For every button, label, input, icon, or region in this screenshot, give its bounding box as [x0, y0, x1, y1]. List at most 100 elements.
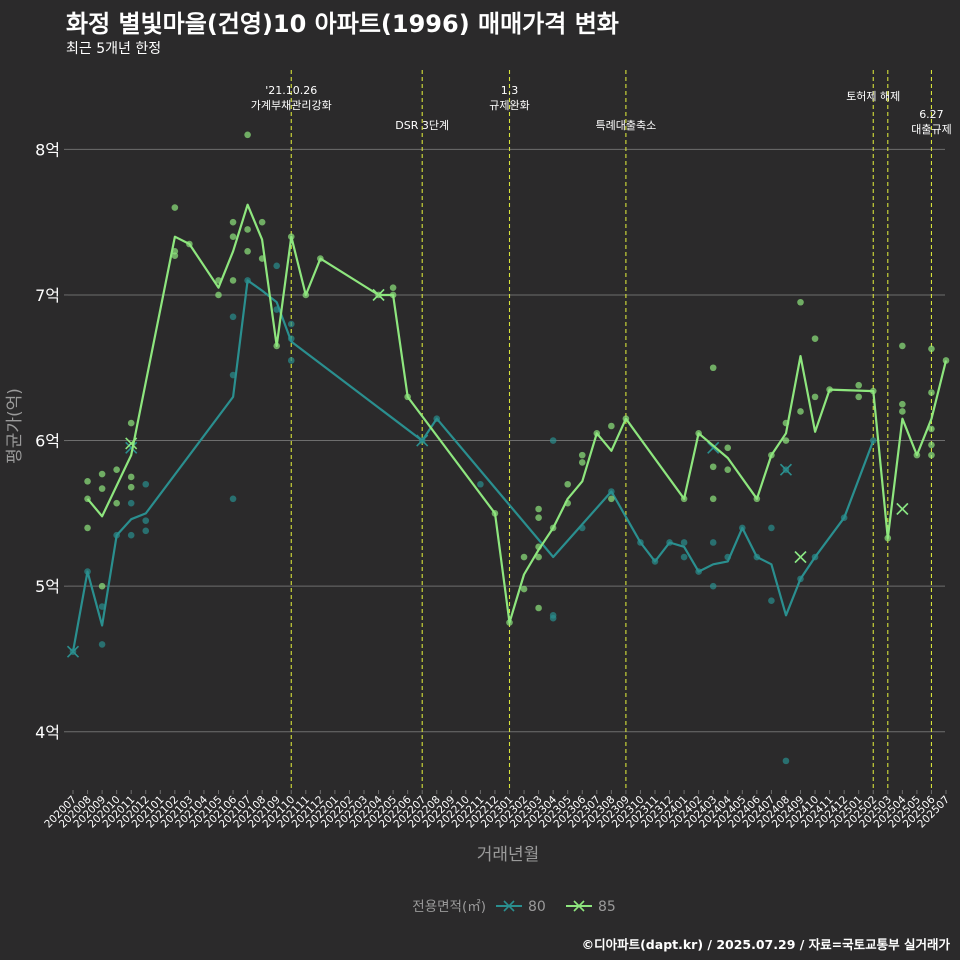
scatter-point-85 — [520, 553, 528, 561]
scatter-point-85 — [171, 204, 179, 211]
event-label: 규제완화 — [489, 99, 529, 112]
scatter-point-80 — [287, 320, 295, 328]
legend-label-80: 80 — [528, 899, 546, 915]
scatter-point-85 — [811, 393, 819, 401]
y-axis-title: 평균가(억) — [5, 388, 25, 464]
scatter-point-85 — [724, 444, 732, 452]
scatter-point-85 — [215, 291, 222, 299]
scatter-point-85 — [782, 437, 790, 444]
scatter-point-85 — [535, 553, 542, 561]
event-label: 6.27 — [919, 108, 944, 121]
scatter-point-85 — [98, 485, 106, 492]
scatter-point-85 — [229, 277, 237, 284]
scatter-point-85 — [244, 247, 251, 255]
scatter-point-80 — [709, 539, 717, 546]
series-line-85 — [86, 203, 948, 624]
x-marker-80 — [707, 441, 720, 454]
scatter-point-85 — [928, 425, 935, 433]
event-label: 대출규제 — [911, 123, 951, 136]
scatter-point-85 — [520, 585, 528, 593]
x-marker-85 — [794, 550, 807, 564]
scatter-point-80 — [142, 517, 150, 524]
y-tick-label: 6억 — [35, 432, 60, 451]
event-label: 1.3 — [501, 84, 519, 97]
event-label: DSR 3단계 — [395, 119, 449, 132]
scatter-point-85 — [928, 441, 935, 449]
scatter-point-85 — [578, 459, 586, 466]
scatter-point-85 — [244, 226, 251, 233]
legend-label-85: 85 — [598, 899, 616, 915]
scatter-point-80 — [549, 614, 557, 622]
scatter-point-85 — [258, 218, 266, 226]
legend-marker-80 — [503, 900, 515, 912]
scatter-point-85 — [535, 514, 542, 522]
scatter-point-85 — [899, 342, 906, 350]
scatter-point-80 — [768, 524, 775, 532]
scatter-point-85 — [113, 499, 120, 507]
scatter-point-85 — [229, 233, 237, 241]
scatter-point-85 — [709, 463, 717, 471]
scatter-point-85 — [709, 364, 717, 372]
scatter-point-85 — [84, 478, 91, 485]
scatter-point-85 — [608, 495, 615, 503]
scatter-point-85 — [928, 345, 935, 353]
scatter-point-80 — [229, 313, 237, 321]
event-label: '21.10.26 — [265, 84, 317, 97]
y-tick-label: 5억 — [35, 577, 60, 596]
scatter-point-80 — [680, 553, 688, 561]
scatter-point-85 — [855, 393, 862, 401]
scatter-point-85 — [797, 298, 804, 306]
scatter-point-80 — [229, 495, 237, 503]
x-marker-85 — [372, 288, 385, 302]
scatter-point-85 — [229, 218, 237, 226]
scatter-point-85 — [855, 381, 862, 389]
scatter-point-85 — [811, 335, 819, 342]
scatter-point-85 — [113, 466, 120, 473]
scatter-point-85 — [98, 582, 106, 590]
scatter-point-85 — [244, 131, 251, 139]
legend-title: 전용면적(㎡) — [412, 899, 486, 915]
scatter-point-85 — [84, 524, 91, 532]
scatter-point-85 — [578, 451, 586, 459]
scatter-point-85 — [608, 422, 615, 430]
scatter-point-85 — [928, 451, 935, 459]
series-line-80 — [71, 279, 875, 652]
scatter-point-85 — [899, 408, 906, 415]
y-tick-label: 8억 — [35, 140, 60, 159]
scatter-point-85 — [535, 505, 542, 513]
scatter-point-85 — [127, 483, 135, 491]
scatter-point-85 — [98, 470, 106, 478]
scatter-point-85 — [942, 357, 950, 364]
scatter-point-80 — [98, 603, 106, 610]
x-axis-title: 거래년월 — [477, 845, 540, 865]
scatter-point-85 — [389, 284, 397, 291]
scatter-point-80 — [477, 480, 484, 488]
scatter-point-80 — [782, 757, 790, 765]
scatter-point-80 — [127, 499, 135, 507]
event-label: 가계부채관리강화 — [251, 99, 332, 112]
x-marker-85 — [896, 502, 909, 516]
scatter-point-85 — [535, 604, 542, 612]
scatter-point-85 — [564, 480, 571, 488]
y-tick-label: 7억 — [35, 286, 60, 305]
x-marker-85 — [125, 437, 138, 450]
x-marker-80 — [779, 463, 793, 476]
x-marker-80 — [416, 434, 429, 447]
y-tick-label: 4억 — [35, 723, 60, 742]
scatter-point-85 — [797, 408, 804, 415]
scatter-point-85 — [899, 400, 906, 408]
scatter-point-80 — [142, 527, 150, 535]
scatter-point-80 — [709, 582, 717, 590]
scatter-point-80 — [768, 597, 775, 605]
scatter-point-80 — [680, 539, 688, 546]
scatter-point-85 — [724, 466, 732, 473]
event-label: 토허제 해제 — [846, 89, 900, 103]
scatter-point-85 — [171, 252, 179, 259]
scatter-point-80 — [549, 437, 557, 444]
chart-subtitle: 최근 5개년 한정 — [66, 41, 162, 57]
scatter-point-85 — [709, 495, 717, 503]
scatter-point-80 — [287, 357, 295, 364]
legend-marker-85 — [573, 900, 585, 912]
